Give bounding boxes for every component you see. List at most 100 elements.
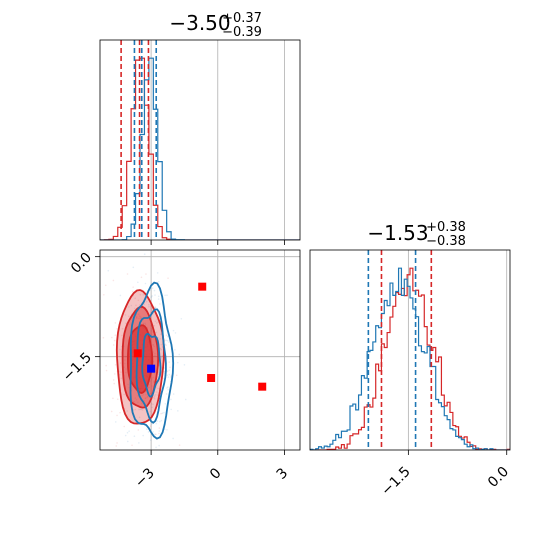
sample-point (143, 253, 146, 255)
sample-point (152, 403, 154, 406)
contour-1-1 (135, 308, 167, 424)
sample-point (152, 343, 154, 346)
sample-point (134, 454, 136, 456)
sample-point (124, 371, 127, 374)
sample-point (141, 409, 144, 411)
markers-joint (133, 282, 267, 391)
sample-point (155, 331, 158, 334)
sample-point (142, 293, 145, 296)
sample-point (134, 297, 136, 300)
sample-point (167, 386, 169, 388)
tick-label-y: −1.5 (60, 350, 95, 385)
sample-point (153, 372, 156, 375)
sample-point (113, 339, 116, 342)
sample-point (155, 422, 158, 425)
sample-point (104, 284, 107, 287)
sample-point (138, 416, 141, 419)
sample-point (130, 304, 133, 307)
sample-point (144, 323, 147, 326)
sample-point (116, 398, 119, 401)
sample-point (124, 434, 127, 437)
contour-1-0 (129, 281, 175, 440)
sample-point (139, 315, 142, 318)
sample-point (166, 294, 168, 296)
sample-point (154, 306, 157, 309)
sample-point (135, 316, 138, 319)
sample-point (160, 357, 163, 359)
sample-point (126, 273, 129, 275)
sample-point (119, 348, 121, 351)
sample-point (135, 398, 138, 401)
sample-point (132, 286, 134, 288)
sample-point (102, 336, 105, 339)
sample-point (140, 316, 143, 319)
sample-point (134, 397, 137, 399)
sample-point (113, 373, 116, 375)
title-param1-sup: +0.37 (222, 11, 262, 26)
sample-point (156, 272, 159, 274)
sample-point (135, 304, 137, 307)
sample-point (123, 366, 125, 369)
title-param2-sub: −0.38 (426, 234, 466, 249)
sample-point (148, 386, 151, 389)
sample-point (136, 315, 138, 318)
sample-point (148, 305, 150, 308)
sample-point (154, 394, 157, 396)
sample-point (153, 397, 156, 400)
sample-point (120, 371, 122, 373)
sample-point (156, 391, 158, 393)
sample-point (157, 371, 160, 374)
sample-point (149, 392, 151, 395)
sample-point (143, 460, 145, 462)
sample-point (152, 351, 155, 353)
sample-point (146, 395, 149, 398)
sample-point (168, 369, 171, 371)
sample-point (140, 307, 143, 310)
sample-point (152, 376, 155, 379)
sample-point (184, 398, 187, 401)
sample-point (157, 298, 160, 300)
sample-point (144, 282, 147, 285)
sample-point (133, 400, 135, 403)
frame-param2 (309, 249, 511, 451)
sample-point (134, 408, 137, 411)
title-param2-sup: +0.38 (426, 220, 466, 235)
panel-hist-param1: −3.50 +0.37 −0.39 (99, 11, 301, 245)
sample-point (145, 273, 147, 275)
sample-point (131, 444, 133, 447)
sample-point (147, 385, 150, 388)
sample-point (164, 343, 167, 346)
ticks-param2: −1.5 0.0 (378, 450, 512, 499)
sample-point (168, 373, 171, 376)
sample-point (139, 317, 142, 320)
sample-point (158, 444, 160, 447)
sample-point (128, 323, 130, 326)
sample-point (145, 397, 147, 399)
sample-point (163, 411, 165, 414)
sample-point (154, 354, 156, 357)
sample-point (165, 334, 168, 336)
sample-point (144, 397, 147, 400)
sample-point (119, 411, 121, 414)
sample-point (164, 294, 166, 297)
title-param1: −3.50 (169, 11, 230, 35)
contour-1-2 (141, 332, 162, 398)
sample-point (142, 322, 145, 325)
quantile-lines-param2 (367, 250, 433, 450)
sample-point (166, 370, 169, 373)
sample-point (153, 345, 155, 348)
sample-point (119, 294, 122, 297)
sample-point (159, 347, 162, 350)
frame-joint (99, 249, 301, 451)
sample-point (143, 303, 146, 305)
sample-point (172, 329, 175, 332)
sample-point (153, 380, 155, 383)
sample-point (160, 412, 162, 415)
sample-point (165, 393, 168, 395)
sample-point (124, 314, 127, 316)
sample-point (113, 382, 116, 385)
sample-point (166, 374, 169, 377)
tick-label-x: 0 (207, 465, 225, 483)
tick-label-x: 0.0 (485, 464, 512, 491)
